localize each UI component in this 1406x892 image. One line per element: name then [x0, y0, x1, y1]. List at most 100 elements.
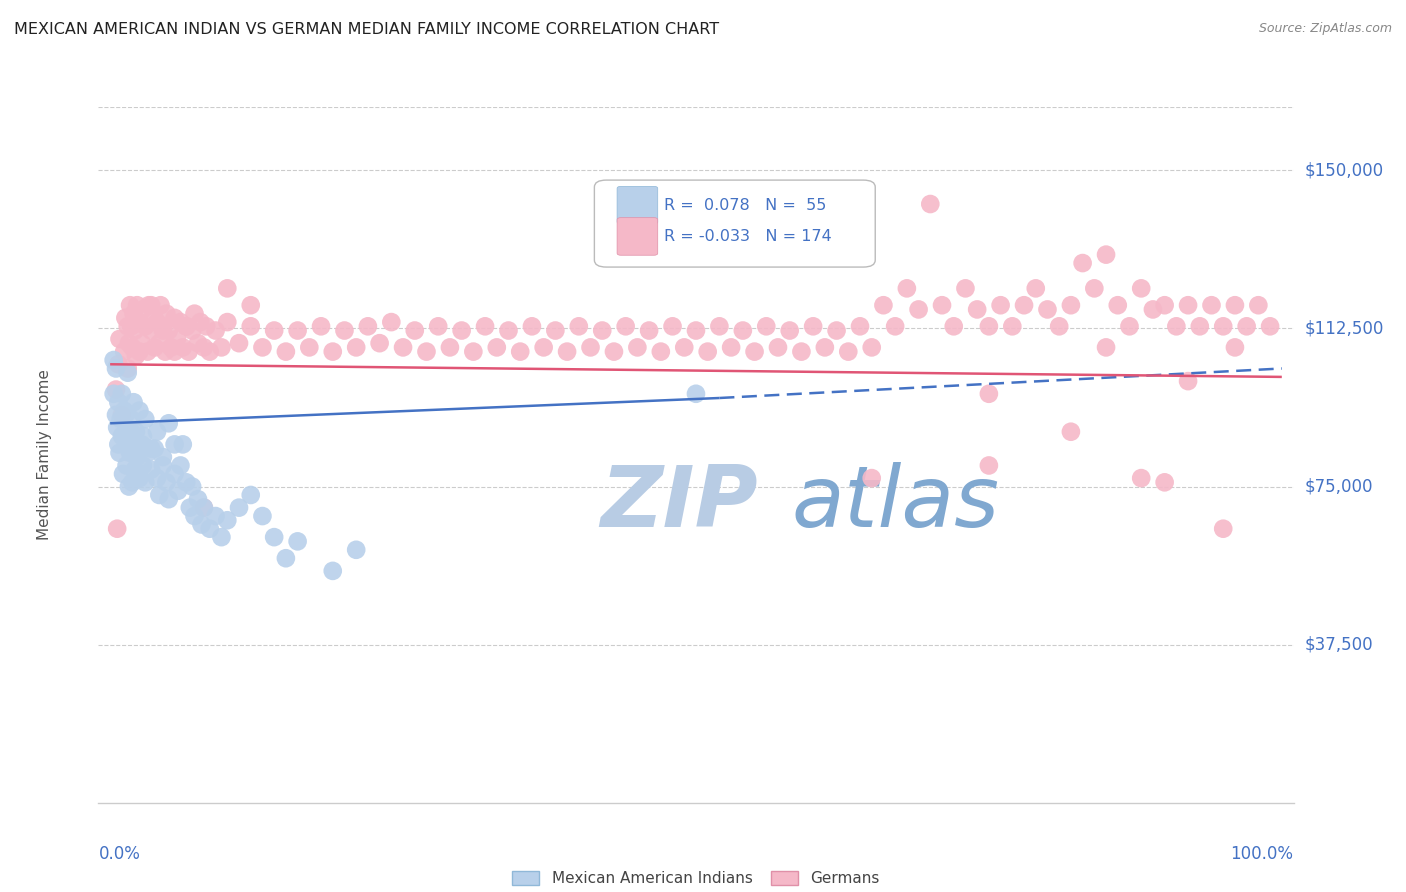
Text: Median Family Income: Median Family Income	[37, 369, 52, 541]
Point	[157, 324, 180, 338]
Point	[1247, 298, 1270, 312]
Point	[1153, 298, 1175, 312]
Point	[103, 386, 125, 401]
Point	[696, 344, 718, 359]
Point	[884, 319, 907, 334]
Point	[1118, 319, 1140, 334]
Point	[146, 315, 169, 329]
Point	[120, 446, 141, 460]
Point	[136, 446, 159, 460]
Point	[591, 324, 613, 338]
Point	[117, 319, 139, 334]
Point	[709, 319, 731, 334]
Point	[977, 386, 1000, 401]
Point	[142, 307, 165, 321]
Point	[239, 319, 262, 334]
Point	[263, 530, 285, 544]
Point	[174, 319, 197, 334]
Point	[105, 522, 128, 536]
Point	[955, 281, 977, 295]
Point	[217, 513, 239, 527]
Point	[907, 302, 929, 317]
Point	[228, 336, 250, 351]
Point	[1177, 298, 1199, 312]
Point	[1130, 471, 1153, 485]
Point	[193, 500, 215, 515]
Point	[896, 281, 918, 295]
Point	[766, 340, 789, 354]
Point	[183, 509, 205, 524]
Point	[204, 324, 226, 338]
Point	[120, 412, 142, 426]
Point	[211, 530, 233, 544]
Point	[188, 315, 212, 329]
Point	[167, 483, 190, 498]
Point	[107, 395, 129, 409]
Point	[1258, 319, 1281, 334]
Point	[163, 344, 186, 359]
Point	[172, 437, 194, 451]
Point	[1236, 319, 1258, 334]
Point	[977, 319, 1000, 334]
Text: ZIP: ZIP	[600, 462, 758, 545]
Text: $37,500: $37,500	[1305, 636, 1374, 654]
Point	[141, 463, 163, 477]
Point	[252, 509, 274, 524]
Point	[179, 500, 201, 515]
Point	[731, 324, 754, 338]
Point	[1060, 425, 1083, 439]
Point	[174, 319, 197, 334]
Point	[120, 425, 142, 439]
Point	[474, 319, 496, 334]
Point	[125, 349, 148, 363]
Point	[322, 564, 344, 578]
Point	[136, 344, 159, 359]
Point	[614, 319, 637, 334]
Point	[509, 344, 531, 359]
Point	[152, 319, 174, 334]
Point	[157, 417, 180, 431]
Point	[120, 298, 141, 312]
Point	[163, 310, 186, 325]
Point	[520, 319, 543, 334]
FancyBboxPatch shape	[617, 218, 658, 255]
Point	[427, 319, 450, 334]
Point	[579, 340, 602, 354]
Point	[1071, 256, 1094, 270]
Point	[344, 340, 367, 354]
Point	[755, 319, 778, 334]
Point	[187, 336, 209, 351]
Point	[112, 467, 135, 481]
Point	[1177, 374, 1199, 388]
Point	[1001, 319, 1024, 334]
Point	[138, 298, 160, 312]
Point	[204, 509, 226, 524]
Point	[160, 340, 183, 354]
Point	[825, 324, 848, 338]
Text: $75,000: $75,000	[1305, 477, 1374, 496]
Point	[141, 298, 163, 312]
Point	[155, 344, 177, 359]
Point	[942, 319, 965, 334]
Point	[132, 458, 155, 473]
Point	[146, 425, 169, 439]
Point	[673, 340, 696, 354]
Point	[146, 471, 169, 485]
Point	[114, 408, 136, 422]
Point	[661, 319, 683, 334]
Point	[322, 344, 344, 359]
Point	[141, 324, 163, 338]
Point	[450, 324, 472, 338]
Point	[1047, 319, 1070, 334]
Point	[115, 458, 138, 473]
Point	[134, 475, 156, 490]
FancyBboxPatch shape	[617, 186, 658, 224]
Point	[124, 324, 146, 338]
Point	[368, 336, 391, 351]
Point	[415, 344, 437, 359]
Point	[1142, 302, 1164, 317]
Point	[463, 344, 485, 359]
Point	[152, 450, 174, 464]
Point	[157, 492, 180, 507]
Point	[1223, 298, 1246, 312]
